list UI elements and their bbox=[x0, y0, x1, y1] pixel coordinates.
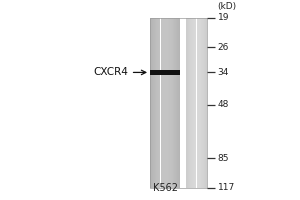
Bar bbox=[177, 18, 178, 188]
Text: 34: 34 bbox=[218, 68, 229, 77]
Bar bbox=[178, 18, 179, 188]
Text: 85: 85 bbox=[218, 154, 229, 163]
Bar bbox=[168, 18, 169, 188]
Bar bbox=[157, 18, 158, 188]
Bar bbox=[158, 18, 159, 188]
Bar bbox=[174, 18, 175, 188]
Bar bbox=[162, 18, 163, 188]
Bar bbox=[152, 18, 153, 188]
Text: 48: 48 bbox=[218, 100, 229, 109]
Bar bbox=[155, 18, 156, 188]
Bar bbox=[160, 18, 161, 188]
Bar bbox=[171, 18, 172, 188]
Bar bbox=[176, 18, 177, 188]
Bar bbox=[179, 18, 180, 188]
Bar bbox=[163, 18, 164, 188]
Bar bbox=[150, 18, 151, 188]
Bar bbox=[175, 18, 176, 188]
Bar bbox=[161, 18, 162, 188]
Bar bbox=[160, 18, 161, 188]
Bar bbox=[172, 18, 173, 188]
Bar bbox=[173, 18, 174, 188]
Text: 19: 19 bbox=[218, 13, 229, 22]
Text: K562: K562 bbox=[152, 183, 178, 193]
Bar bbox=[166, 18, 167, 188]
Text: CXCR4: CXCR4 bbox=[93, 67, 146, 77]
Bar bbox=[159, 18, 160, 188]
Bar bbox=[169, 18, 170, 188]
Bar bbox=[150, 18, 207, 188]
Bar bbox=[154, 18, 155, 188]
Bar bbox=[156, 18, 157, 188]
Text: (kD): (kD) bbox=[218, 2, 237, 11]
Bar bbox=[169, 18, 170, 188]
Bar bbox=[150, 70, 180, 75]
Bar bbox=[167, 18, 168, 188]
Bar bbox=[170, 18, 171, 188]
Bar bbox=[165, 18, 166, 188]
Bar bbox=[153, 18, 154, 188]
Bar bbox=[164, 18, 165, 188]
Bar bbox=[154, 18, 155, 188]
Text: 117: 117 bbox=[218, 184, 235, 192]
Bar bbox=[151, 18, 152, 188]
Text: 26: 26 bbox=[218, 43, 229, 52]
